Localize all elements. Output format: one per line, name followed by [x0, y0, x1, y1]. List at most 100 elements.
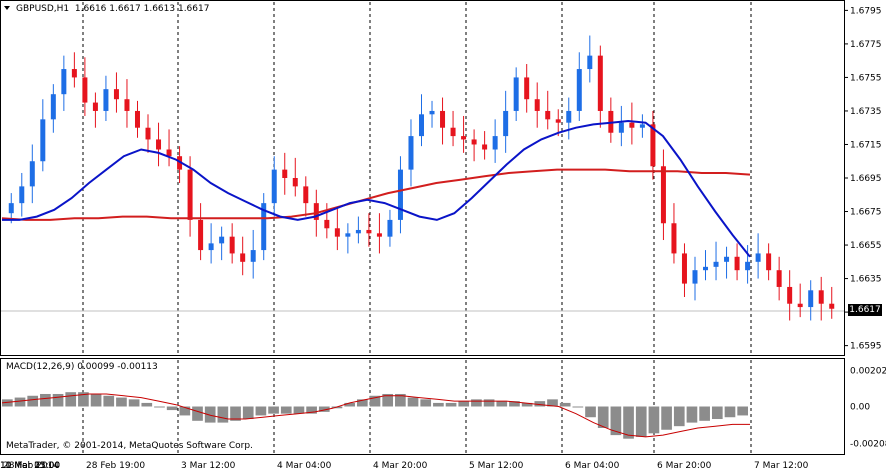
candle-body: [524, 77, 530, 100]
candle-body: [408, 136, 414, 170]
time-tick-label: 11 Mar 13:00: [0, 461, 60, 471]
candle-body: [745, 261, 751, 271]
candle-body: [271, 169, 277, 204]
macd-bar: [534, 401, 546, 407]
macd-bar: [318, 406, 330, 412]
macd-histogram: [2, 392, 748, 439]
macd-bar: [711, 406, 723, 420]
macd-bar: [2, 399, 13, 407]
price-tick-label: 1.6695: [850, 174, 882, 184]
macd-bar: [521, 402, 533, 407]
candle-body: [755, 253, 761, 262]
candle-body: [808, 290, 814, 308]
candle-body: [40, 119, 46, 162]
macd-bar: [52, 393, 64, 407]
macd-bar: [635, 406, 647, 437]
time-tick-label: 4 Mar 20:00: [373, 461, 428, 471]
macd-bar: [65, 392, 77, 407]
candle-body: [513, 77, 519, 111]
time-tick-label: 7 Mar 12:00: [754, 461, 809, 471]
macd-bar: [141, 402, 153, 407]
macd-signal-line: [1, 393, 750, 438]
candle-body: [419, 114, 424, 137]
macd-bar: [166, 406, 178, 411]
macd-bar: [686, 406, 698, 423]
macd-bar: [395, 393, 406, 407]
macd-bar: [40, 393, 51, 407]
price-tick-label: 1.6675: [850, 208, 882, 218]
macd-bar: [103, 395, 115, 407]
macd-bar: [280, 406, 292, 414]
macd-bar: [90, 393, 102, 407]
macd-bar: [509, 401, 520, 407]
time-tick-label: 5 Mar 12:00: [469, 461, 524, 471]
candle-body: [534, 99, 540, 111]
candle-body: [303, 186, 309, 204]
macd-bar: [737, 406, 748, 416]
candle-body: [29, 161, 35, 187]
candle-body: [145, 127, 151, 140]
time-axis: 28 Feb 2014 28 Feb 19:00 3 Mar 12:00 4 Mar …: [0, 461, 809, 471]
candle-body: [461, 136, 467, 140]
candle-body: [618, 122, 624, 133]
ohlc-values: 1.6616 1.6617 1.6613 1.6617: [74, 4, 210, 14]
price-tick-label: 1.6755: [850, 73, 882, 83]
macd-tick-label: 0.00202: [850, 366, 886, 376]
symbol-label: GBPUSD,H1: [16, 4, 70, 14]
macd-bar: [483, 399, 495, 407]
candle-body: [660, 166, 666, 224]
candle-body: [576, 69, 582, 111]
macd-tick-label: -0.00208: [850, 440, 886, 450]
macd-bar: [116, 397, 127, 407]
macd-tick-label: 0.00: [850, 403, 870, 413]
price-tick-label: 1.6655: [850, 241, 882, 251]
macd-axis: 0.00202 0.00 -0.00208: [850, 366, 886, 449]
price-panel-border: [0, 0, 845, 356]
macd-bar: [128, 399, 140, 407]
candle-body: [376, 233, 382, 237]
candle-body: [450, 127, 456, 137]
candle-body: [134, 110, 140, 128]
candle-body: [492, 136, 498, 150]
candle-body: [229, 236, 235, 254]
candle-body: [692, 270, 698, 284]
candle-body: [61, 69, 67, 95]
macd-bar: [433, 402, 444, 407]
candle-body: [177, 156, 183, 170]
macd-bar: [14, 397, 26, 407]
candle-body: [103, 89, 109, 111]
time-tick-label: 3 Mar 12:00: [181, 461, 236, 471]
price-tick-label: 1.6795: [850, 6, 882, 16]
macd-bar: [458, 401, 470, 407]
macd-bar: [255, 406, 267, 416]
chart-menu-triangle-icon[interactable]: [4, 6, 10, 10]
macd-bar: [293, 406, 305, 414]
candle-body: [471, 139, 477, 145]
candle-body: [787, 286, 793, 304]
macd-bar: [445, 402, 457, 407]
candle-body: [829, 303, 835, 309]
price-tick-label: 1.6595: [850, 342, 882, 352]
candle-body: [703, 266, 709, 271]
candle-body: [776, 270, 782, 287]
macd-bar: [154, 406, 165, 408]
candle-body: [503, 110, 509, 137]
macd-bar: [559, 402, 571, 407]
time-tick-label: 6 Mar 04:00: [565, 461, 620, 471]
candle-body: [187, 169, 193, 220]
candle-body: [797, 303, 803, 308]
copyright-text: MetaTrader, © 2001-2014, MetaQuotes Soft…: [6, 441, 253, 451]
candle-body: [324, 219, 330, 229]
candle-body: [282, 169, 288, 178]
candle-body: [113, 89, 119, 100]
macd-panel-border: [0, 358, 845, 455]
candle-body: [629, 122, 635, 128]
candle-body: [240, 253, 246, 262]
macd-bar: [407, 397, 419, 407]
candle-body: [313, 203, 319, 220]
candle-body: [818, 290, 824, 304]
candle-body: [198, 219, 204, 251]
candle-body: [82, 77, 88, 103]
